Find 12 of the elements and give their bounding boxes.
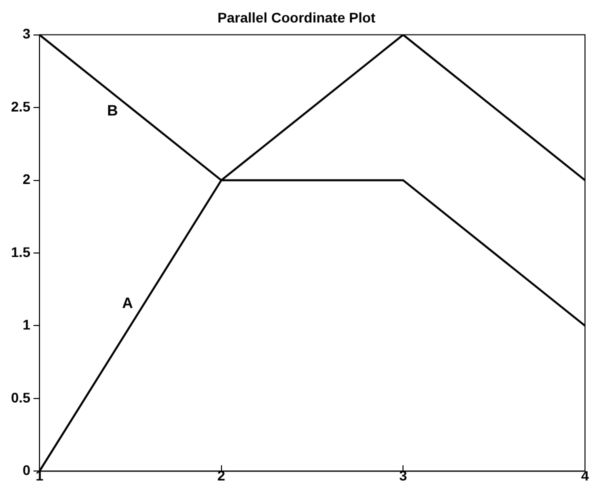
y-tick-label: 0 [22,462,31,478]
x-tick-label: 1 [36,467,44,484]
x-tick-label: 4 [581,467,590,484]
y-tick-label: 2.5 [10,98,31,114]
series-label: A [122,294,134,312]
y-tick-label: 1.5 [10,244,31,260]
y-tick-label: 2 [22,171,31,188]
series-label: B [107,102,118,120]
y-tick-label: 1 [22,316,31,333]
y-tick-label: 0.5 [10,389,31,406]
y-tick-label: 3 [22,26,31,42]
chart-title: Parallel Coordinate Plot [218,9,376,26]
